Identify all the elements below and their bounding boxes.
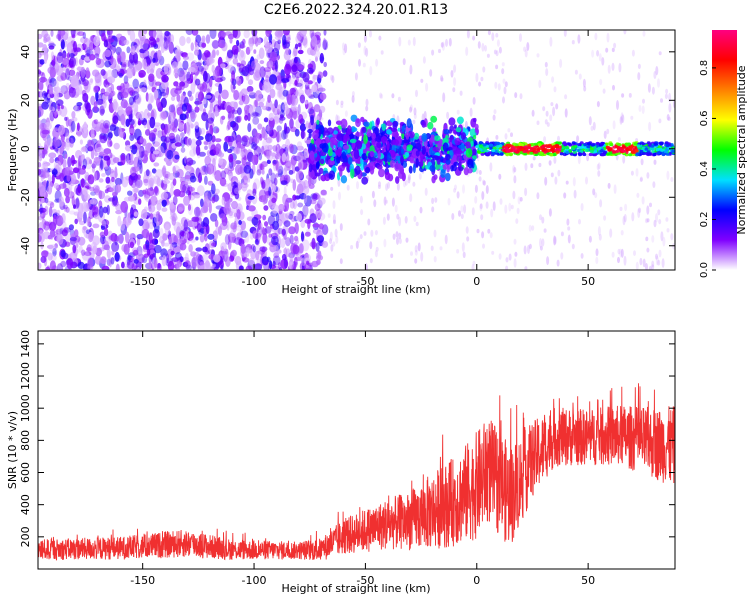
- spectrogram-y-tick-label: 20: [19, 93, 32, 107]
- colorbar-tick-label: 0.2: [699, 212, 710, 228]
- colorbar: 0.0 0.2 0.4 0.6 0.8 Normalized spectral ampl…: [699, 30, 748, 278]
- snr-y-tick-label: 1400: [19, 330, 32, 358]
- colorbar-gradient: [712, 30, 737, 270]
- spectrogram-y-tick-label: 40: [19, 45, 32, 59]
- colorbar-ticks: 0.0 0.2 0.4 0.6 0.8: [699, 60, 716, 278]
- snr-y-tick-label: 1000: [19, 394, 32, 422]
- spectrogram-y-tick-label: 0: [19, 145, 32, 152]
- snr-x-tick-label: 50: [581, 574, 595, 587]
- snr-x-tick-label: -150: [130, 574, 155, 587]
- snr-x-tick-label: -50: [356, 574, 374, 587]
- spectrogram-x-tick-label: -50: [356, 275, 374, 288]
- colorbar-tick-label: 0.4: [699, 161, 710, 177]
- spectrogram-x-ticks: -150 -100 -50 0 50: [130, 30, 595, 288]
- spectrogram-y-ticks: -40 -20 0 20 40: [19, 45, 675, 255]
- spectrogram-y-label: Frequency (Hz): [6, 109, 19, 192]
- colorbar-label: Normalized spectral amplitude: [735, 65, 748, 234]
- snr-x-tick-label: 0: [473, 574, 480, 587]
- spectrogram-image: [38, 30, 675, 270]
- colorbar-tick-label: 0.0: [699, 262, 710, 278]
- snr-y-tick-label: 1200: [19, 362, 32, 390]
- spectrogram-y-tick-label: -40: [19, 237, 32, 255]
- snr-frame: [37, 330, 676, 570]
- snr-series-line: [38, 383, 675, 561]
- snr-y-tick-label: 800: [19, 430, 32, 451]
- spectrogram-frame: [37, 29, 676, 271]
- spectrogram-x-tick-label: -150: [130, 275, 155, 288]
- snr-y-label: SNR (10 * v/v): [6, 411, 19, 489]
- spectrogram-x-label: Height of straight line (km): [281, 283, 430, 296]
- spectrogram-x-tick-label: 0: [473, 275, 480, 288]
- spectrogram-panel: -150 -100 -50 0 50 -40 -20 0 20 40 Height of str…: [6, 29, 676, 296]
- snr-panel: -150 -100 -50 0 50 200400600800100012001400 …: [6, 330, 676, 595]
- spectrogram-x-tick-label: 50: [581, 275, 595, 288]
- colorbar-tick-label: 0.6: [699, 110, 710, 126]
- snr-y-tick-label: 600: [19, 462, 32, 483]
- figure-title: C2E6.2022.324.20.01.R13: [264, 2, 448, 18]
- spectrogram-y-tick-label: -20: [19, 188, 32, 206]
- snr-x-ticks: -150 -100 -50 0 50: [130, 331, 595, 587]
- snr-line: [38, 383, 675, 561]
- colorbar-tick-label: 0.8: [699, 60, 710, 76]
- snr-y-tick-label: 400: [19, 494, 32, 515]
- snr-x-label: Height of straight line (km): [281, 582, 430, 595]
- snr-y-tick-label: 200: [19, 526, 32, 547]
- spectrogram-x-tick-label: -100: [242, 275, 267, 288]
- snr-x-tick-label: -100: [242, 574, 267, 587]
- snr-y-ticks: 200 400 600 800 1000 1200 1400: [19, 330, 675, 547]
